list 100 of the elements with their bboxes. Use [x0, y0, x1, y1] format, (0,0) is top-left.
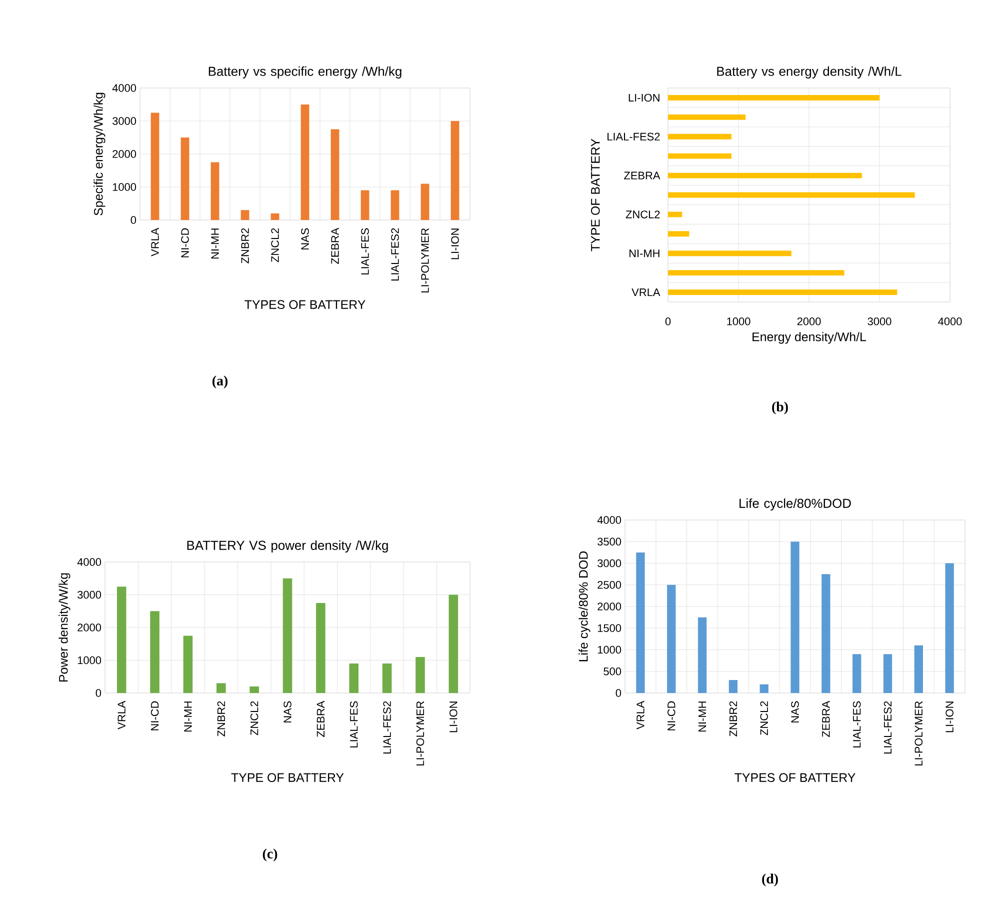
- x-tick-label: LIAL-FES2: [884, 701, 892, 754]
- x-tick-label: ZNBR2: [729, 701, 738, 736]
- x-tick-label: 0: [665, 318, 671, 326]
- bar: [636, 552, 645, 693]
- y-axis-title: Specific energy/Wh/kg: [94, 92, 106, 216]
- y-tick-label: 2000: [78, 624, 102, 632]
- x-tick-label: 2000: [797, 318, 821, 326]
- y-tick-label: 2000: [112, 150, 136, 158]
- bar: [316, 602, 326, 693]
- y-tick-label: ZEBRA: [624, 172, 660, 180]
- x-tick-label: NI-MH: [698, 702, 706, 732]
- x-tick-label: NAS: [791, 701, 799, 722]
- bar: [790, 542, 800, 693]
- y-tick-label: 3000: [598, 559, 622, 568]
- x-tick-label: 3000: [868, 318, 892, 326]
- y-tick-label: 3000: [112, 117, 136, 125]
- bar: [914, 645, 923, 693]
- x-axis-title: TYPE OF BATTERY: [231, 773, 344, 782]
- bar: [180, 137, 190, 220]
- bar: [668, 94, 880, 100]
- x-tick-label: NI-CD: [150, 701, 159, 730]
- text: (c): [262, 848, 278, 862]
- bar: [270, 213, 280, 220]
- y-tick-label: 0: [96, 689, 102, 697]
- bar: [390, 190, 400, 220]
- bar: [668, 250, 792, 256]
- x-tick-label: NAS: [284, 701, 292, 722]
- y-tick-label: 2000: [598, 602, 622, 610]
- chart-title: BATTERY VS power density /W/kg: [187, 540, 388, 552]
- bar: [668, 134, 732, 140]
- y-axis-title: Life cycle/80% DOD: [578, 551, 590, 662]
- bar: [883, 654, 892, 693]
- bar: [330, 129, 340, 220]
- x-tick-label: NI-MH: [211, 228, 219, 259]
- bar: [668, 192, 915, 198]
- x-tick-label: LI-POLYMER: [914, 701, 923, 766]
- text: (d): [762, 874, 778, 886]
- y-tick-label: 4000: [77, 558, 102, 566]
- bar: [216, 683, 226, 693]
- bar: [116, 586, 126, 693]
- y-tick-label: 4000: [597, 516, 622, 524]
- bar: [945, 563, 954, 693]
- bar: [728, 680, 738, 693]
- y-tick-label: 3000: [78, 590, 102, 599]
- x-tick-label: LIAL-FES: [852, 701, 861, 748]
- bar: [300, 104, 310, 220]
- x-tick-label: LI-POLYMER: [416, 701, 424, 766]
- x-tick-label: LIAL-FES: [350, 701, 358, 748]
- x-tick-label: LIAL-FES2: [391, 228, 399, 280]
- bar: [382, 664, 392, 693]
- bar: [698, 617, 707, 693]
- bar: [668, 270, 844, 276]
- x-tick-label: LI-ION: [450, 702, 458, 732]
- x-tick-label: LIAL-FES: [361, 228, 369, 274]
- y-tick-label: LIAL-FES2: [608, 132, 660, 141]
- x-tick-label: NI-CD: [668, 701, 676, 730]
- bar: [150, 112, 160, 220]
- x-tick-label: 1000: [727, 318, 750, 326]
- bar: [349, 664, 359, 693]
- x-tick-label: ZEBRA: [822, 700, 830, 737]
- bar: [852, 654, 862, 693]
- bar: [450, 120, 460, 220]
- bar: [668, 212, 682, 218]
- bar: [250, 686, 259, 693]
- bar: [668, 172, 862, 178]
- bar: [210, 162, 220, 220]
- x-tick-label: VRLA: [151, 228, 159, 256]
- y-tick-label: 3500: [598, 538, 622, 546]
- x-tick-label: ZNCL2: [250, 701, 258, 736]
- bar: [668, 290, 898, 295]
- y-tick-label: 1500: [598, 624, 622, 632]
- x-tick-label: LIAL-FES2: [383, 701, 391, 754]
- bar: [282, 578, 292, 693]
- x-tick-label: ZNCL2: [760, 701, 768, 736]
- y-tick-label: 0: [130, 216, 136, 224]
- chart-title: Battery vs energy density /Wh/L: [717, 66, 902, 78]
- x-tick-label: NAS: [301, 228, 309, 250]
- bar: [240, 210, 250, 220]
- y-axis-title: TYPE OF BATTERY: [590, 138, 600, 252]
- x-tick-label: ZNBR2: [217, 701, 225, 736]
- chart-title: Life cycle/80%DOD: [740, 498, 851, 510]
- bar: [668, 231, 690, 237]
- bar: [667, 584, 676, 693]
- y-tick-label: LI-ION: [628, 94, 660, 102]
- bar: [668, 153, 732, 159]
- x-axis-title: Energy density/Wh/L: [752, 332, 866, 344]
- x-tick-label: LI-ION: [946, 702, 954, 732]
- y-tick-label: 4000: [112, 84, 136, 92]
- bar: [420, 184, 430, 220]
- text: (a): [212, 376, 228, 388]
- x-tick-label: 4000: [938, 318, 962, 326]
- x-tick-label: ZNBR2: [241, 228, 249, 264]
- y-tick-label: 1000: [112, 183, 136, 191]
- chart-title: Battery vs specific energy /Wh/kg: [208, 66, 402, 78]
- x-tick-label: NI-MH: [184, 702, 192, 732]
- x-axis-title: TYPES OF BATTERY: [244, 300, 366, 309]
- y-tick-label: ZNCL2: [626, 210, 660, 218]
- x-tick-label: NI-CD: [181, 228, 189, 258]
- bar: [668, 114, 746, 120]
- x-tick-label: ZNCL2: [271, 228, 279, 262]
